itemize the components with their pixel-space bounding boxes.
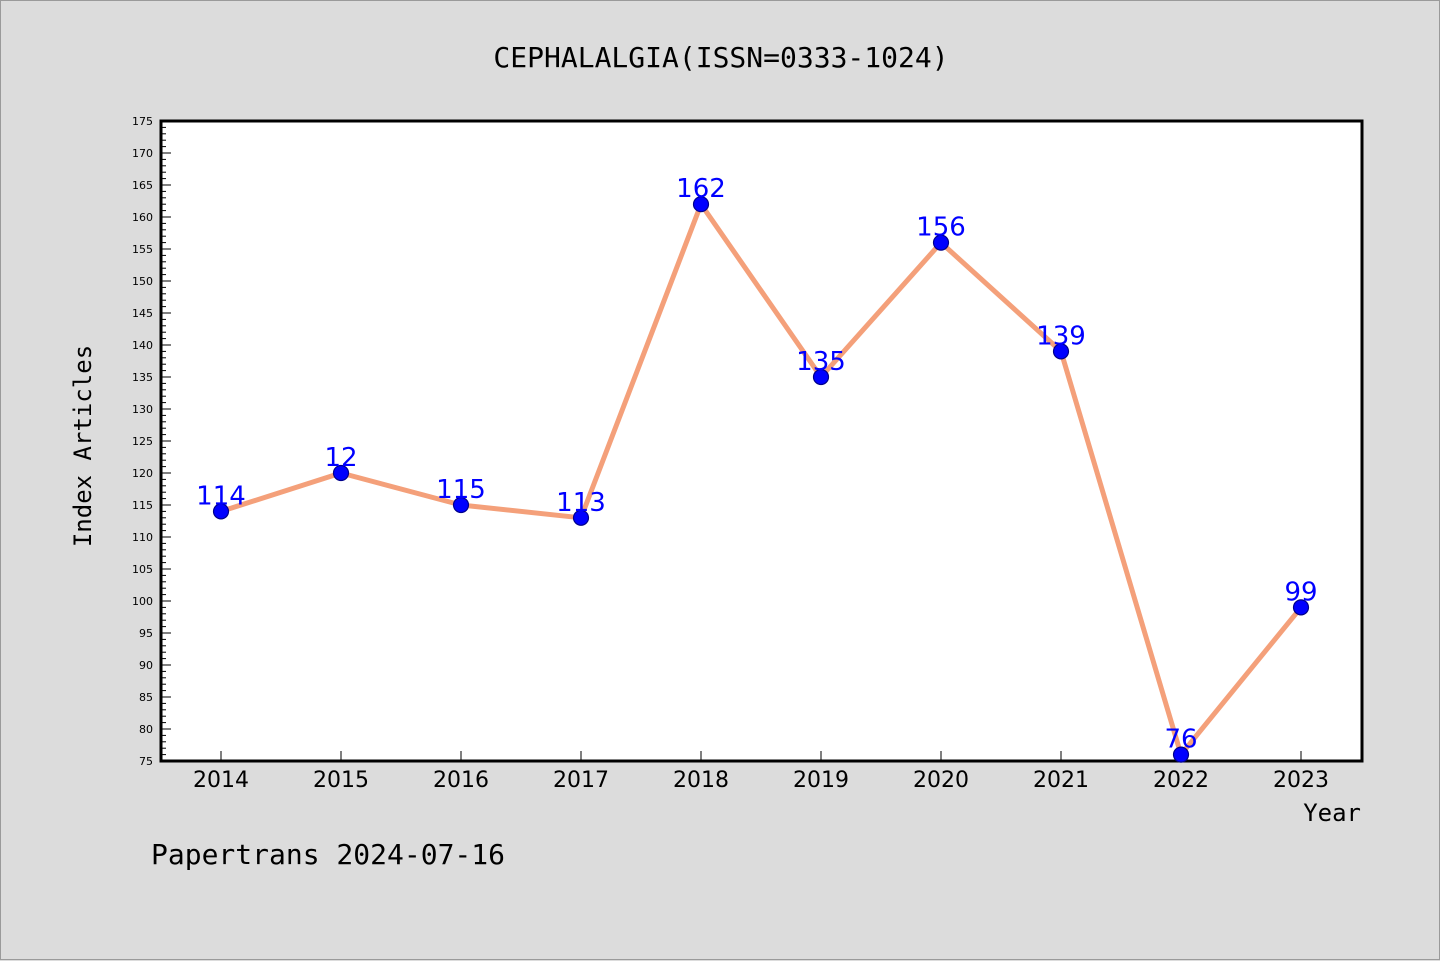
y-axis: 75 80 85 90 95 100 105 110 115 120 125 130 135 140 145… xyxy=(132,115,171,768)
data-point-marker xyxy=(1172,746,1190,763)
y-tick-label: 115 xyxy=(132,499,153,512)
x-tick-label: 2020 xyxy=(913,768,969,793)
data-label: 115 xyxy=(436,475,486,505)
x-tick-label: 2014 xyxy=(193,768,249,793)
data-point-marker xyxy=(692,196,710,213)
y-tick-label: 110 xyxy=(132,531,153,544)
y-tick-label: 150 xyxy=(132,275,153,288)
x-tick-label: 2016 xyxy=(433,768,489,793)
y-tick-label: 165 xyxy=(132,179,153,192)
y-tick-label: 105 xyxy=(132,563,153,576)
data-point-marker xyxy=(1292,599,1310,616)
data-label: 139 xyxy=(1036,321,1086,351)
x-tick-label: 2019 xyxy=(793,768,849,793)
y-tick-label: 175 xyxy=(132,115,153,128)
data-point-marker xyxy=(812,368,830,386)
chart-title: CEPHALALGIA(ISSN=0333-1024) xyxy=(493,41,948,74)
data-point-marker xyxy=(332,464,350,482)
y-axis-title: Index Articles xyxy=(69,345,97,547)
data-point-marker xyxy=(572,509,590,526)
y-tick-label: 95 xyxy=(139,627,153,640)
data-label: 99 xyxy=(1284,577,1317,607)
y-tick-label: 80 xyxy=(139,723,153,736)
data-label: 162 xyxy=(676,174,726,204)
data-point-marker xyxy=(212,503,230,520)
series-line xyxy=(218,201,1304,758)
data-label: 156 xyxy=(916,213,966,243)
data-label: 12 xyxy=(324,443,357,473)
data-point-marker xyxy=(1052,343,1070,360)
y-tick-label: 85 xyxy=(139,691,153,704)
data-label: 76 xyxy=(1164,725,1197,755)
y-tick-label: 75 xyxy=(139,755,153,768)
y-tick-label: 130 xyxy=(132,403,153,416)
y-tick-label: 135 xyxy=(132,371,153,384)
x-tick-label: 2022 xyxy=(1153,768,1209,793)
x-tick-label: 2023 xyxy=(1273,768,1329,793)
x-tick-label: 2018 xyxy=(673,768,729,793)
data-point-marker xyxy=(452,496,470,514)
x-tick-label: 2015 xyxy=(313,768,369,793)
y-tick-label: 160 xyxy=(132,211,153,224)
x-tick-label: 2017 xyxy=(553,768,609,793)
data-label: 113 xyxy=(556,488,606,518)
x-tick-label: 2021 xyxy=(1033,768,1089,793)
data-point-marker xyxy=(932,234,950,251)
x-axis: 2014 2015 2016 2017 2018 2019 2020 2021 2022 2023 xyxy=(193,751,1329,793)
y-tick-label: 140 xyxy=(132,339,153,352)
y-tick-label: 120 xyxy=(132,467,153,480)
series-line-group: 114 12 115 113 162 135 156 139 76 99 xyxy=(196,174,1318,763)
y-tick-label: 100 xyxy=(132,595,153,608)
y-tick-label: 155 xyxy=(132,243,153,256)
y-tick-label: 125 xyxy=(132,435,153,448)
data-label: 114 xyxy=(196,481,246,511)
y-tick-label: 145 xyxy=(132,307,153,320)
plot-area xyxy=(159,119,1364,763)
y-tick-label: 90 xyxy=(139,659,153,672)
y-tick-label: 170 xyxy=(132,147,153,160)
footer-credit: Papertrans 2024-07-16 xyxy=(151,838,505,871)
data-label: 135 xyxy=(796,347,846,377)
x-axis-title: Year xyxy=(1303,799,1361,827)
